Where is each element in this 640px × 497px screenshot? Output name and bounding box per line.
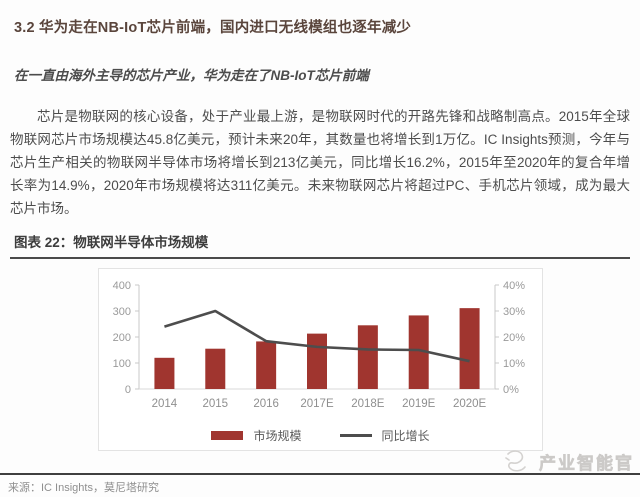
right-axis-tick: 40%: [503, 280, 525, 292]
watermark-logo: 产业智能官: [504, 448, 634, 474]
watermark-hand-icon: [505, 450, 526, 472]
watermark-text: 产业智能官: [539, 453, 634, 473]
category-label-2020E: 2020E: [453, 398, 487, 410]
category-label-2016: 2016: [253, 398, 279, 410]
left-axis-tick: 200: [113, 332, 131, 344]
category-label-2019E: 2019E: [402, 398, 436, 410]
section-subheading: 在一直由海外主导的芯片产业，华为走在了NB-IoT芯片前端: [14, 68, 369, 83]
right-axis-tick: 30%: [503, 306, 525, 318]
category-label-2015: 2015: [202, 398, 228, 410]
left-axis-tick: 100: [113, 358, 131, 370]
source-note: 来源：IC Insights，莫尼塔研究: [8, 482, 159, 494]
market-chart: 0 100 200 300 400 0% 10% 20% 30% 40% 2014 2015 2016 2…: [113, 280, 526, 410]
footer-divider: [0, 473, 640, 475]
section-heading: 3.2 华为走在NB-IoT芯片前端，国内进口无线模组也逐年减少: [14, 20, 412, 36]
category-label-2018E: 2018E: [351, 398, 385, 410]
figure-container: 0 100 200 300 400 0% 10% 20% 30% 40% 2014 2015 2016 2…: [98, 268, 543, 451]
figure-caption: 图表 22：物联网半导体市场规模: [10, 231, 630, 259]
right-axis-tick: 20%: [503, 332, 525, 344]
right-axis-tick: 10%: [503, 358, 525, 370]
left-axis-tick: 400: [113, 280, 131, 292]
body-paragraph: 芯片是物联网的核心设备，处于产业最上游，是物联网时代的开路先锋和战略制高点。20…: [10, 109, 630, 216]
growth-line: [164, 309, 470, 363]
legend-line-label: 同比增长: [381, 428, 430, 443]
bar-2020E: [459, 308, 480, 389]
bar-2016: [256, 341, 277, 389]
legend-line-swatch: [339, 433, 372, 437]
right-axis-tick: 0%: [503, 384, 519, 396]
report-page: 3.2 华为走在NB-IoT芯片前端，国内进口无线模组也逐年减少 在一直由海外主…: [10, 20, 630, 451]
left-axis-tick: 300: [113, 306, 131, 318]
left-axis-tick: 0: [125, 384, 131, 396]
bar-2019E: [408, 315, 429, 389]
bar-2015: [205, 348, 226, 389]
category-label-2017E: 2017E: [300, 398, 334, 410]
bar-2018E: [357, 325, 378, 389]
bar-2017E: [307, 333, 327, 389]
bar-2014: [154, 357, 175, 389]
chart-legend: 市场规模 同比增长: [99, 421, 542, 449]
legend-bar-label: 市场规模: [253, 428, 302, 443]
legend-bar-swatch: [211, 430, 244, 440]
category-label-2014: 2014: [152, 398, 178, 410]
